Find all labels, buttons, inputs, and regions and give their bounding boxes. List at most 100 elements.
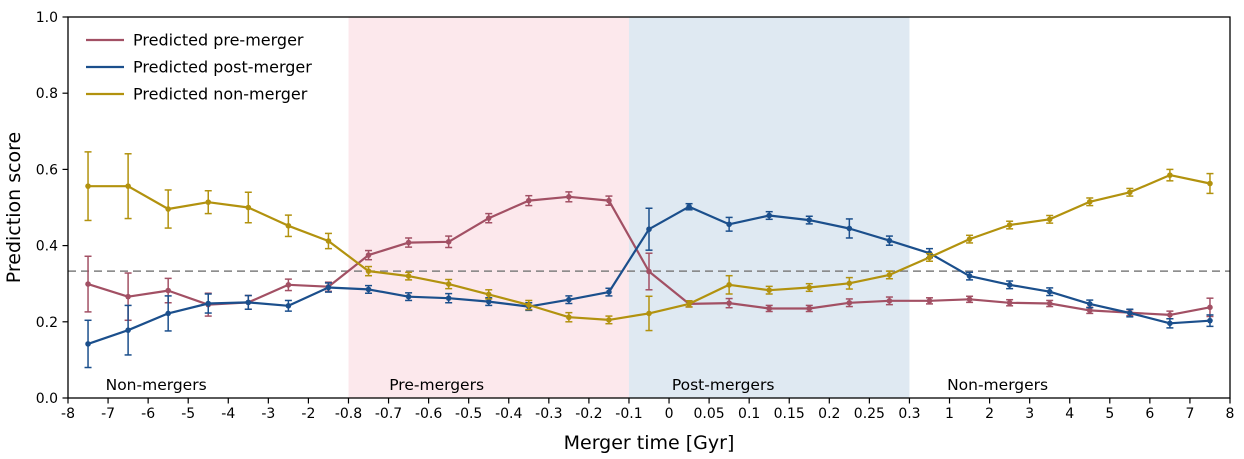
- marker-predicted-pre-merger: [125, 293, 131, 300]
- y-tick-label: 0.6: [36, 162, 58, 178]
- series-predicted-non-merger: [84, 151, 1214, 332]
- plot-border: [67, 16, 1231, 399]
- marker-predicted-non-merger: [846, 280, 853, 287]
- marker-predicted-non-merger: [966, 236, 973, 242]
- marker-predicted-non-merger: [445, 281, 452, 287]
- x-tick-label: 2: [985, 406, 994, 422]
- marker-predicted-post-merger: [165, 310, 171, 317]
- marker-predicted-post-merger: [766, 212, 773, 219]
- x-tick-label: -0.2: [575, 406, 602, 422]
- marker-predicted-post-merger: [1046, 288, 1053, 295]
- marker-predicted-non-merger: [766, 287, 773, 293]
- marker-predicted-non-merger: [1127, 189, 1133, 196]
- x-tick-label: -0.3: [535, 406, 562, 422]
- band-post-mergers: [628, 17, 910, 398]
- marker-predicted-non-merger: [525, 302, 532, 308]
- zone-label-post-mergers: Post-mergers: [672, 376, 775, 394]
- marker-predicted-pre-merger: [646, 268, 652, 275]
- marker-predicted-pre-merger: [606, 197, 612, 204]
- marker-predicted-non-merger: [1046, 216, 1053, 223]
- x-tick-label: -0.7: [375, 406, 402, 422]
- x-tick-label: -3: [261, 406, 275, 422]
- zone-label-non-mergers: Non-mergers: [106, 376, 207, 394]
- legend-item-predicted-pre-merger: Predicted pre-merger: [86, 31, 304, 50]
- marker-predicted-non-merger: [325, 238, 332, 244]
- y-tick-label: 0.2: [36, 315, 58, 331]
- marker-predicted-pre-merger: [1046, 300, 1053, 307]
- marker-predicted-non-merger: [606, 317, 612, 323]
- marker-predicted-post-merger: [125, 327, 131, 333]
- x-axis: -8 -7 -6 -5 -4 -3 -2 -0.8 -0.7 -0.6 -0.5 -0.4 -0.3 -0…: [61, 398, 1234, 422]
- legend-label: Predicted non-merger: [133, 85, 308, 104]
- y-tick-label: 0.4: [36, 239, 58, 255]
- zone-label-pre-mergers: Pre-mergers: [389, 376, 484, 394]
- marker-predicted-pre-merger: [926, 298, 933, 304]
- marker-predicted-post-merger: [245, 299, 252, 306]
- marker-predicted-post-merger: [285, 302, 292, 309]
- marker-predicted-non-merger: [365, 268, 372, 274]
- marker-predicted-pre-merger: [85, 281, 91, 287]
- x-tick-label: 0.25: [854, 406, 885, 422]
- x-axis-title: Merger time [Gyr]: [564, 432, 735, 454]
- marker-predicted-post-merger: [1167, 320, 1173, 327]
- marker-predicted-non-merger: [886, 272, 893, 278]
- legend-label: Predicted pre-merger: [133, 31, 304, 50]
- marker-predicted-non-merger: [926, 254, 933, 261]
- marker-predicted-pre-merger: [405, 239, 412, 246]
- marker-predicted-pre-merger: [285, 282, 292, 288]
- marker-predicted-post-merger: [566, 296, 572, 303]
- x-tick-label: 0.3: [898, 406, 920, 422]
- marker-predicted-pre-merger: [726, 300, 732, 306]
- y-tick-label: 1.0: [36, 10, 58, 26]
- series-predicted-post-merger: [84, 202, 1214, 369]
- marker-predicted-pre-merger: [566, 194, 572, 200]
- marker-predicted-non-merger: [285, 222, 292, 229]
- marker-predicted-post-merger: [445, 295, 452, 301]
- legend-item-predicted-post-merger: Predicted post-merger: [86, 58, 312, 77]
- marker-predicted-non-merger: [125, 183, 131, 189]
- marker-predicted-post-merger: [405, 293, 412, 300]
- marker-predicted-post-merger: [886, 237, 893, 244]
- marker-predicted-pre-merger: [1167, 312, 1173, 318]
- marker-predicted-post-merger: [1207, 317, 1213, 324]
- x-tick-label: -0.4: [495, 406, 522, 422]
- marker-predicted-post-merger: [1006, 282, 1013, 288]
- marker-predicted-non-merger: [686, 301, 692, 307]
- x-tick-label: -0.1: [615, 406, 642, 422]
- y-axis-title: Prediction score: [3, 132, 25, 283]
- legend-label: Predicted post-merger: [133, 58, 312, 77]
- x-tick-label: 0.2: [818, 406, 840, 422]
- marker-predicted-non-merger: [85, 183, 91, 189]
- x-tick-label: -0.5: [455, 406, 482, 422]
- marker-predicted-pre-merger: [766, 305, 773, 312]
- marker-predicted-non-merger: [1167, 172, 1173, 178]
- marker-predicted-post-merger: [806, 217, 813, 223]
- marker-predicted-non-merger: [485, 291, 492, 298]
- marker-predicted-non-merger: [245, 204, 252, 211]
- marker-predicted-pre-merger: [525, 197, 532, 204]
- marker-predicted-non-merger: [1086, 198, 1093, 205]
- x-tick-label: -8: [61, 406, 75, 422]
- marker-predicted-non-merger: [1207, 180, 1213, 187]
- marker-predicted-non-merger: [1006, 222, 1013, 228]
- marker-predicted-post-merger: [205, 300, 212, 307]
- marker-predicted-pre-merger: [365, 252, 372, 258]
- marker-predicted-pre-merger: [445, 238, 452, 245]
- y-tick-label: 0.8: [36, 86, 58, 102]
- marker-predicted-pre-merger: [485, 215, 492, 221]
- marker-predicted-pre-merger: [1006, 299, 1013, 306]
- x-tick-label: 8: [1226, 406, 1235, 422]
- marker-predicted-post-merger: [726, 221, 732, 228]
- marker-predicted-post-merger: [85, 341, 91, 347]
- marker-predicted-post-merger: [646, 226, 652, 233]
- marker-predicted-post-merger: [606, 289, 612, 295]
- x-tick-label: 5: [1105, 406, 1114, 422]
- x-tick-label: 6: [1145, 406, 1154, 422]
- x-tick-label: 0: [665, 406, 674, 422]
- legend: Predicted pre-merger Predicted post-merge…: [86, 31, 312, 104]
- marker-predicted-pre-merger: [966, 296, 973, 303]
- marker-predicted-post-merger: [485, 298, 492, 305]
- marker-predicted-pre-merger: [846, 299, 853, 306]
- x-tick-label: 0.1: [738, 406, 760, 422]
